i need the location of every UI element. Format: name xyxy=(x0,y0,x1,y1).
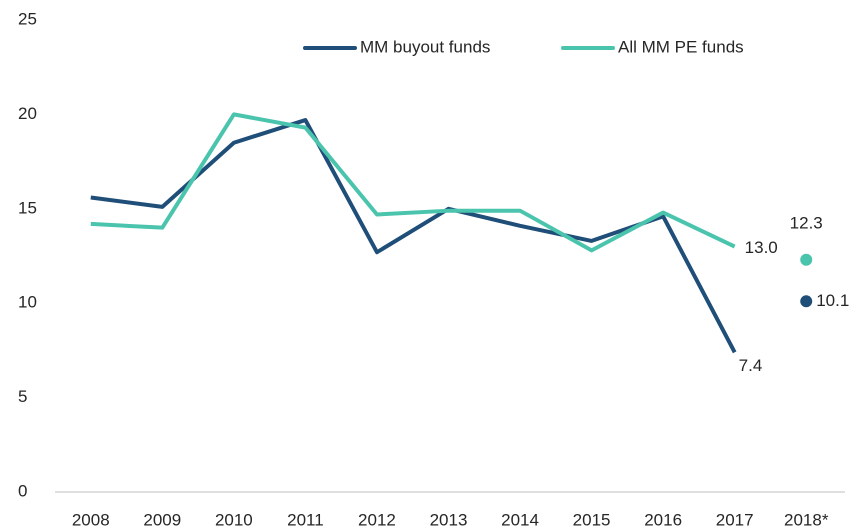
y-tick-label: 10 xyxy=(18,293,37,312)
x-tick-label: 2018* xyxy=(784,510,829,529)
line xyxy=(90,118,737,354)
x-tick-label: 2015 xyxy=(573,510,611,529)
point xyxy=(800,295,813,308)
legend-label: All MM PE funds xyxy=(618,37,744,56)
data-label: 7.4 xyxy=(739,356,763,375)
data-label: 13.0 xyxy=(745,238,778,257)
x-tick-label: 2011 xyxy=(287,510,324,529)
x-tick-label: 2009 xyxy=(143,510,181,529)
data-label: 10.1 xyxy=(816,291,849,310)
x-tick-label: 2012 xyxy=(358,510,396,529)
y-tick-label: 5 xyxy=(18,387,27,406)
point xyxy=(800,253,813,266)
legend-label: MM buyout funds xyxy=(360,37,490,56)
y-tick-label: 0 xyxy=(18,481,27,500)
x-tick-label: 2010 xyxy=(215,510,253,529)
y-tick-label: 25 xyxy=(18,9,37,28)
x-tick-label: 2008 xyxy=(72,510,110,529)
x-tick-label: 2014 xyxy=(501,510,539,529)
x-tick-label: 2017 xyxy=(716,510,754,529)
x-tick-label: 2016 xyxy=(644,510,682,529)
x-tick-label: 2013 xyxy=(430,510,468,529)
data-label: 12.3 xyxy=(790,213,823,232)
line xyxy=(90,112,736,253)
y-tick-label: 20 xyxy=(18,104,37,123)
y-tick-label: 15 xyxy=(18,198,37,217)
